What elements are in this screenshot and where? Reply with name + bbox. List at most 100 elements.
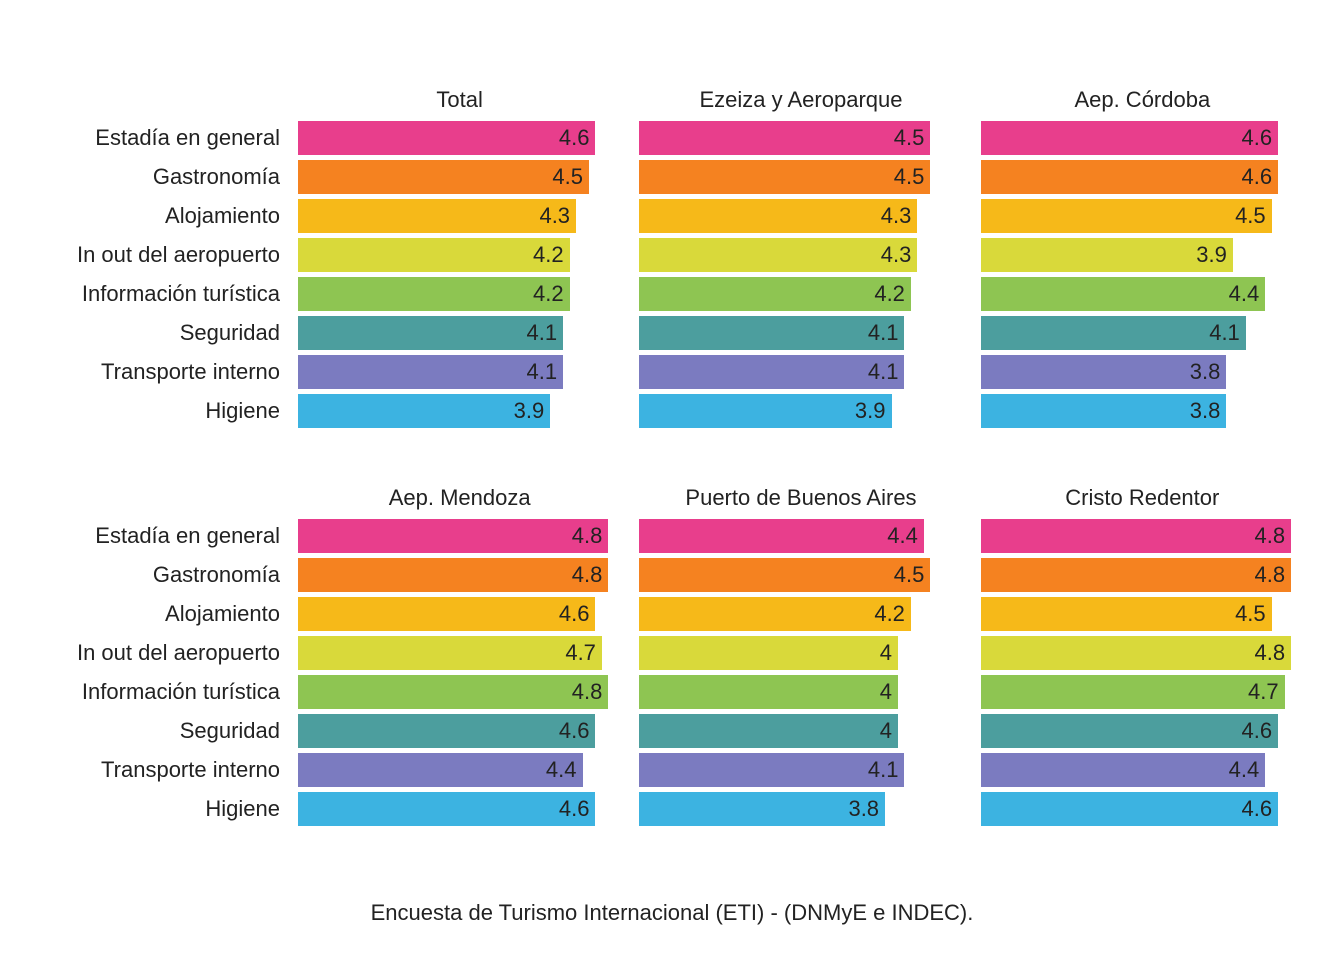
chart-panel: Cristo Redentor4.84.84.54.84.74.64.44.6 [981,488,1304,828]
chart-panel: Total4.64.54.34.24.24.14.13.9 [298,90,621,430]
bar-row: 4.5 [298,157,621,196]
bar-value-label: 4.6 [1242,125,1273,151]
bar-value-label: 4 [880,718,892,744]
bar: 4.4 [981,753,1266,787]
bar-row: 4 [639,711,962,750]
bar-value-label: 4 [880,679,892,705]
bar: 4.1 [298,316,563,350]
panel-bars: 4.64.64.53.94.44.13.83.8 [981,118,1304,430]
category-label: Transporte interno [101,750,280,789]
bar-row: 4.6 [298,594,621,633]
bar-value-label: 4.5 [894,164,925,190]
chart-panel: Puerto de Buenos Aires4.44.54.24444.13.8 [639,488,962,828]
panel-title: Ezeiza y Aeroparque [639,90,962,118]
bar-row: 3.9 [639,391,962,430]
category-label: Seguridad [180,313,280,352]
panel-bars: 4.84.84.64.74.84.64.44.6 [298,516,621,828]
bar-row: 3.8 [639,789,962,828]
bar: 4.2 [639,597,911,631]
bar-value-label: 4.1 [868,359,899,385]
bar: 4.8 [981,636,1291,670]
bar-value-label: 4.5 [552,164,583,190]
bar: 4.2 [298,277,570,311]
bar-row: 4.1 [298,352,621,391]
panel-title: Aep. Córdoba [981,90,1304,118]
bar-row: 4.7 [981,672,1304,711]
bar-value-label: 4.2 [874,281,905,307]
bar-value-label: 4.2 [533,242,564,268]
category-labels-col: Estadía en generalGastronomíaAlojamiento… [40,90,280,430]
bar-row: 4.3 [298,196,621,235]
panel-bars: 4.6 4.5 4.3 4.2 4.2 4.1 4.1 3.9 [298,118,621,430]
panel-bars: 4.4 4.5 4.2 4 4 4 4.1 3.8 [639,516,962,828]
bar-row: 4.4 [639,516,962,555]
bar-value-label: 4.2 [874,601,905,627]
bar: 4.5 [298,160,589,194]
bar-value-label: 3.8 [848,796,879,822]
chart-panel: Aep. Mendoza4.84.84.64.74.84.64.44.6 [298,488,621,828]
bar: 3.8 [981,355,1227,389]
bar-value-label: 3.9 [1196,242,1227,268]
bar-value-label: 4.5 [894,125,925,151]
bar-value-label: 4.1 [527,320,558,346]
bar-value-label: 4.1 [868,757,899,783]
bar-row: 3.9 [298,391,621,430]
bar-row: 3.8 [981,391,1304,430]
bar-value-label: 4.8 [1254,523,1285,549]
category-label: Seguridad [180,711,280,750]
bar-row: 4.8 [981,555,1304,594]
category-label: Higiene [205,391,280,430]
bar: 4 [639,675,898,709]
bar-row: 4.2 [639,594,962,633]
chart-panel: Aep. Córdoba4.64.64.53.94.44.13.83.8 [981,90,1304,430]
category-label: In out del aeropuerto [77,235,280,274]
category-label: Información turística [82,274,280,313]
panel-bars: 4.54.54.34.34.24.14.13.9 [639,118,962,430]
bar-row: 3.9 [981,235,1304,274]
bar-row: 4.6 [298,118,621,157]
bar-row: 4.6 [298,711,621,750]
category-labels-col: Estadía en generalGastronomíaAlojamiento… [40,488,280,828]
bar-value-label: 4 [880,640,892,666]
bar-row: 4.4 [981,750,1304,789]
panel-title: Cristo Redentor [981,488,1304,516]
bar: 4.3 [639,238,917,272]
bar-value-label: 4.8 [1254,562,1285,588]
bar-value-label: 4.6 [1242,718,1273,744]
bar: 4.4 [981,277,1266,311]
bar-value-label: 4.6 [1242,796,1273,822]
bar: 4.6 [298,714,595,748]
bar: 4.5 [639,558,930,592]
bar: 4.1 [639,355,904,389]
bar: 4.6 [981,714,1278,748]
bar-row: 4.2 [298,235,621,274]
bar-value-label: 4.1 [868,320,899,346]
chart-panel: Ezeiza y Aeroparque4.54.54.34.34.24.14.1… [639,90,962,430]
bar-value-label: 4.1 [527,359,558,385]
category-label: Estadía en general [95,516,280,555]
bar: 4.4 [639,519,924,553]
chart-caption: Encuesta de Turismo Internacional (ETI) … [0,900,1344,926]
bar: 4.6 [981,792,1278,826]
bar-value-label: 4.4 [1229,757,1260,783]
bar-value-label: 4.4 [887,523,918,549]
bar-value-label: 4.4 [1229,281,1260,307]
category-label: Gastronomía [153,555,280,594]
bar-row: 4.6 [981,711,1304,750]
bar-row: 4.8 [298,555,621,594]
bar-value-label: 4.5 [894,562,925,588]
bar: 4 [639,714,898,748]
bar: 4.4 [298,753,583,787]
bar-row: 4.2 [639,274,962,313]
category-label: Higiene [205,789,280,828]
bar: 4 [639,636,898,670]
bar: 4.6 [298,597,595,631]
bar-value-label: 3.8 [1190,398,1221,424]
bar-row: 3.8 [981,352,1304,391]
bar-value-label: 4.8 [572,679,603,705]
category-label: Estadía en general [95,118,280,157]
faceted-bar-chart: Estadía en generalGastronomíaAlojamiento… [0,0,1344,960]
bar: 4.5 [981,199,1272,233]
bar-row: 4.6 [298,789,621,828]
bar: 3.9 [981,238,1233,272]
